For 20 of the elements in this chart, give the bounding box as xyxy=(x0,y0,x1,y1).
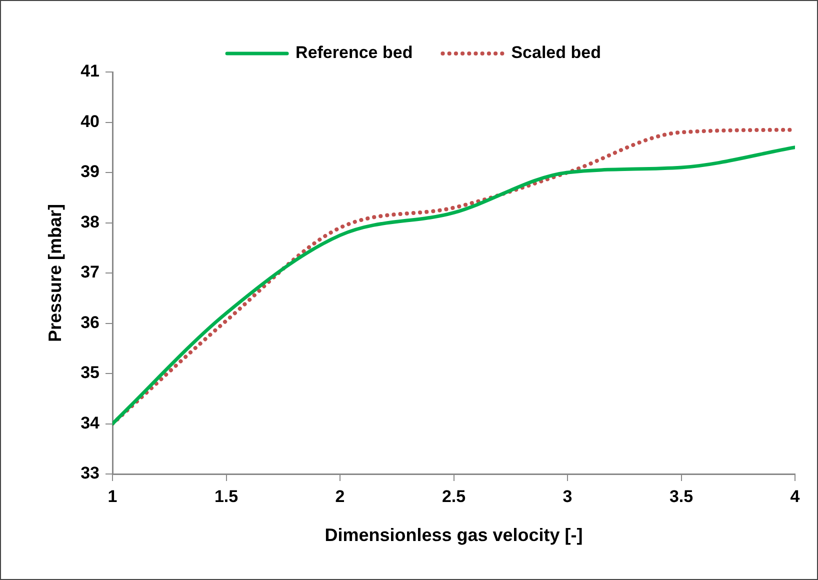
y-tick-label: 40 xyxy=(80,112,100,131)
x-tick-label: 1 xyxy=(108,486,118,506)
y-tick-label: 39 xyxy=(80,162,100,182)
x-tick-label: 2.5 xyxy=(442,486,466,506)
y-tick-label: 41 xyxy=(80,62,100,81)
legend-label: Reference bed xyxy=(296,43,413,62)
y-tick-label: 33 xyxy=(80,464,100,483)
x-tick-label: 1.5 xyxy=(214,486,238,506)
x-tick-label: 2 xyxy=(335,486,345,506)
x-tick-label: 4 xyxy=(790,486,800,506)
y-axis-title: Pressure [mbar] xyxy=(44,204,65,342)
x-tick-label: 3.5 xyxy=(669,486,694,506)
y-tick-label: 35 xyxy=(80,363,100,382)
x-axis-title: Dimensionless gas velocity [-] xyxy=(324,525,583,546)
y-tick-label: 34 xyxy=(80,413,100,432)
y-tick-label: 36 xyxy=(80,312,100,332)
legend-label: Scaled bed xyxy=(511,43,601,62)
y-tick-label: 38 xyxy=(80,212,100,232)
x-tick-label: 3 xyxy=(562,486,572,506)
y-tick-label: 37 xyxy=(80,262,100,282)
